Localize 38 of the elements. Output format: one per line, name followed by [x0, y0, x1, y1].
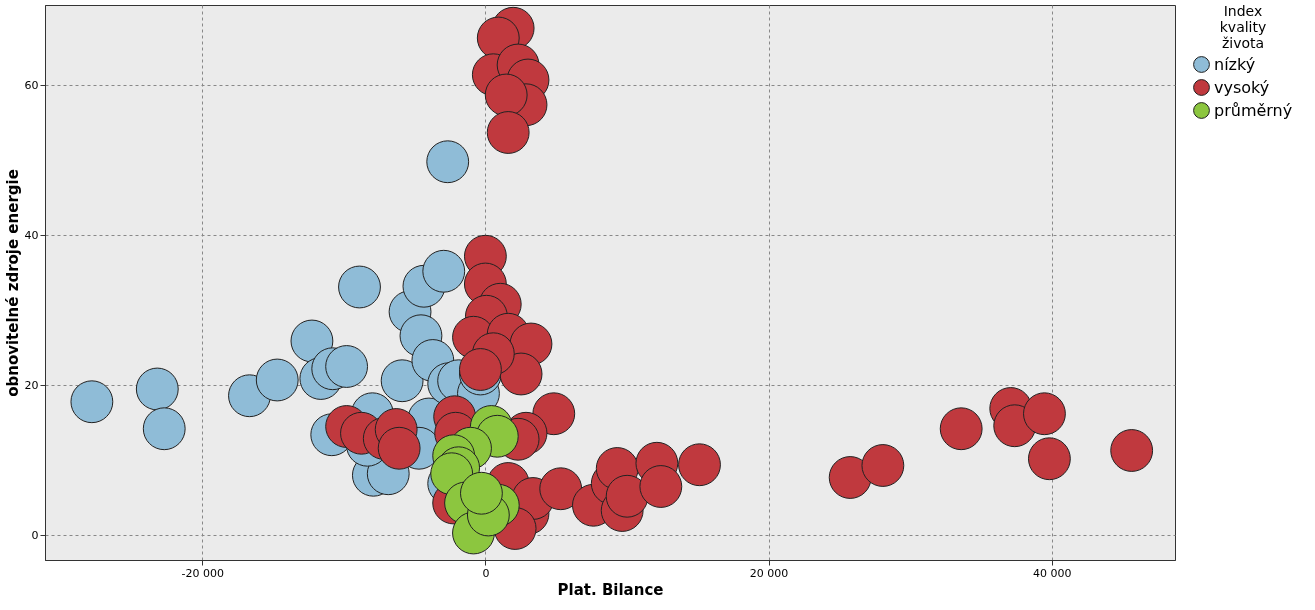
point	[639, 465, 683, 508]
legend-label: vysoký	[1214, 77, 1270, 97]
point	[70, 380, 114, 424]
point	[499, 352, 543, 396]
legend-title: Index kvality života	[1219, 3, 1267, 51]
y-tick-label: 40	[24, 228, 39, 242]
point	[460, 471, 503, 515]
point	[539, 467, 583, 511]
x-axis-title: Plat. Bilance	[557, 580, 664, 599]
point	[426, 140, 470, 184]
x-tick-label: 20 000	[749, 566, 789, 580]
point	[861, 444, 905, 487]
legend-label: průměrný	[1214, 100, 1293, 120]
point	[338, 265, 381, 309]
x-tick-label: 40 000	[1033, 566, 1072, 580]
point	[1110, 429, 1154, 472]
point	[255, 358, 299, 402]
point	[484, 73, 528, 117]
point	[678, 443, 721, 487]
y-tick-label: 60	[24, 78, 39, 92]
y-tick-label: 0	[31, 528, 39, 542]
point	[1027, 437, 1071, 481]
point	[939, 407, 983, 451]
point	[380, 359, 424, 403]
point	[142, 407, 186, 451]
point	[486, 111, 530, 154]
point	[422, 249, 466, 293]
x-tick-label: 0	[482, 566, 490, 580]
point	[605, 474, 649, 518]
point	[828, 456, 872, 499]
point	[1023, 392, 1066, 436]
x-tick-label: -20 000	[181, 566, 224, 580]
y-axis-title: obnovitelné zdroje energie	[3, 169, 22, 397]
point	[325, 345, 369, 388]
legend-label: nízký	[1214, 54, 1256, 74]
point	[377, 426, 421, 470]
y-tick-label: 20	[24, 378, 39, 392]
point	[135, 367, 179, 411]
